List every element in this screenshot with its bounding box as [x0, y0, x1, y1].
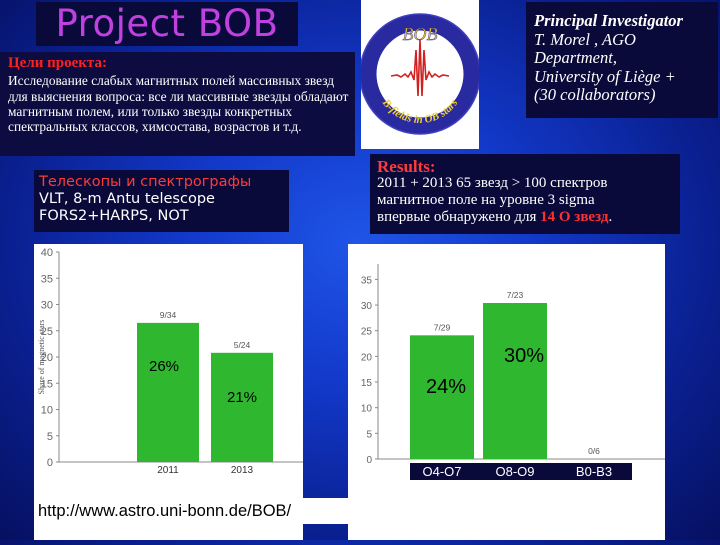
- y-tick-label: 30: [41, 300, 53, 312]
- bar-data-label: 5/24: [234, 340, 251, 350]
- percent-annotation: 26%: [149, 358, 179, 375]
- bar-o4-o7: [410, 335, 474, 459]
- category-label-band: [410, 463, 632, 480]
- goals-text: Исследование слабых магнитных полей масс…: [8, 73, 349, 135]
- bar-data-label: 7/23: [507, 290, 524, 300]
- project-url-link[interactable]: http://www.astro.uni-bonn.de/BOB/: [34, 498, 354, 524]
- x-category-label: O4-O7: [422, 464, 461, 479]
- logo-top-text: BOB: [403, 24, 438, 44]
- x-category-label: O8-O9: [495, 464, 534, 479]
- pi-line-3: University of Liège +: [534, 66, 676, 86]
- y-tick-label: 35: [41, 273, 53, 285]
- logo-ring: [359, 13, 481, 135]
- y-tick-label: 35: [361, 275, 373, 286]
- project-goals: Цели проекта: Исследование слабых магнит…: [0, 52, 355, 156]
- chart-by-year: 0 5 10 15 20 25 30 35 40 Share of magnetic stars 2…: [34, 244, 303, 540]
- y-tick-label: 15: [361, 378, 373, 389]
- telescopes-box: Телескопы и спектрографы VLT, 8-m Antu t…: [34, 170, 289, 232]
- x-category-label: 2011: [157, 465, 179, 476]
- logo-profile-line: [390, 39, 450, 97]
- bar-2011: [137, 322, 199, 462]
- y-tick-label: 10: [41, 405, 53, 417]
- results-line-1: 2011 + 2013 65 звезд > 100 спектров: [377, 175, 608, 191]
- percent-annotation: 24%: [426, 376, 466, 398]
- y-tick-label: 0: [47, 457, 53, 469]
- bar-data-label: 7/29: [434, 322, 451, 332]
- y-tick-label: 30: [361, 301, 373, 312]
- goals-heading: Цели проекта:: [8, 55, 107, 71]
- pi-line-1: T. Morel , AGO: [534, 29, 636, 49]
- results-line-3: впервые обнаружено для 14 O звезд.: [377, 209, 676, 226]
- percent-annotation: 21%: [227, 389, 257, 406]
- pi-heading: Principal Investigator: [534, 11, 683, 30]
- telescopes-line-2: FORS2+HARPS, NOT: [39, 208, 189, 224]
- x-category-label: 2013: [231, 465, 254, 476]
- bob-logo: BOB B-fields in OB stars: [359, 0, 481, 149]
- y-tick-label: 40: [41, 247, 53, 259]
- telescopes-line-1: VLT, 8-m Antu telescope: [39, 191, 215, 207]
- y-tick-label: 15: [41, 378, 53, 390]
- results-line-3-text: впервые обнаружено для: [377, 209, 541, 225]
- chart-by-spectral-class: 0 5 10 15 20 25 30 35 O4-O7 7/29 O8-O9 7/23 B0-B3 0/6…: [348, 244, 665, 540]
- y-tick-label: 5: [366, 429, 372, 440]
- y-tick-label: 10: [361, 404, 373, 415]
- x-category-label: B0-B3: [576, 464, 612, 479]
- pi-line-2: Department,: [534, 48, 617, 67]
- percent-annotation: 30%: [504, 345, 544, 367]
- bar-o8-o9: [483, 303, 547, 459]
- telescopes-heading: Телескопы и спектрографы: [39, 174, 252, 190]
- y-axis-title: Share of magnetic stars: [37, 320, 46, 395]
- results-line-2: магнитное поле на уровне 3 sigma: [377, 192, 595, 208]
- y-tick-label: 25: [361, 327, 373, 338]
- bar-data-label: 9/34: [160, 310, 177, 320]
- bar-data-label: 0/6: [588, 446, 600, 456]
- results-highlight: 14 O звезд: [540, 209, 609, 225]
- pi-line-4: (30 collaborators): [534, 85, 656, 104]
- page-title: Project BOB: [36, 2, 298, 46]
- bar-2013: [211, 352, 273, 462]
- y-tick-label: 25: [41, 326, 53, 338]
- y-tick-label: 20: [41, 352, 53, 364]
- y-tick-label: 0: [366, 455, 372, 466]
- results-line-3-end: .: [608, 209, 613, 225]
- chart-by-year-svg: 0 5 10 15 20 25 30 35 40 Share of magnetic stars 2…: [37, 247, 303, 476]
- principal-investigator: Principal Investigator T. Morel , AGO De…: [526, 2, 718, 118]
- chart-by-spectral-class-svg: 0 5 10 15 20 25 30 35 O4-O7 7/29 O8-O9 7/23 B0-B3 0/6…: [361, 264, 665, 480]
- results-heading: Results:: [377, 157, 436, 176]
- y-tick-label: 20: [361, 352, 373, 363]
- results-box: Results: 2011 + 2013 65 звезд > 100 спек…: [370, 154, 680, 234]
- y-tick-label: 5: [47, 431, 53, 443]
